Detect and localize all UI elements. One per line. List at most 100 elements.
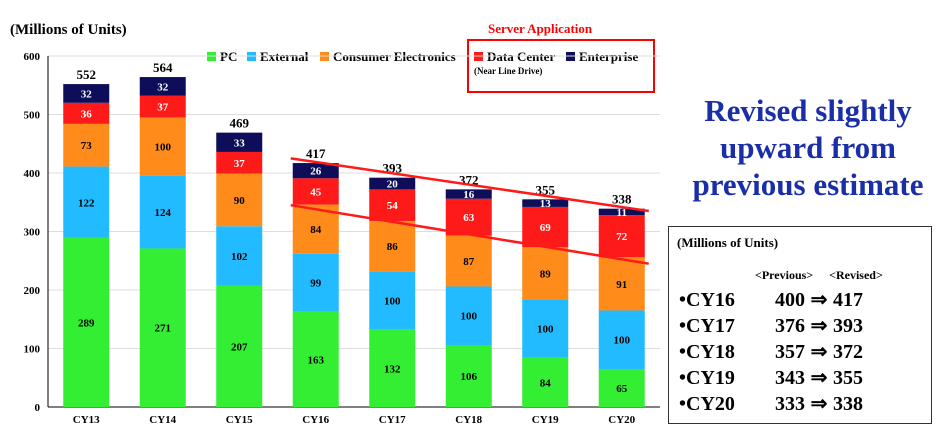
data-label: 26 xyxy=(310,166,322,178)
estimate-row-cy20: •CY20 333 ⇒ 338 xyxy=(679,391,863,416)
estimate-year: •CY17 xyxy=(679,315,735,337)
server-application-title: Server Application xyxy=(488,21,593,36)
bar-segment xyxy=(292,178,339,205)
bar-segment xyxy=(216,151,263,174)
data-label: 11 xyxy=(617,207,627,219)
x-tick-label: CY18 xyxy=(455,414,482,426)
trend-line xyxy=(290,203,649,265)
estimates-header: <Previous> <Revised> xyxy=(755,268,883,283)
data-label: 90 xyxy=(234,195,246,207)
data-label: 69 xyxy=(540,222,552,234)
bar-segment xyxy=(598,368,645,407)
bar-segment xyxy=(139,95,186,118)
data-labels: 289 122 73 36 32 552 271 124 100 37 32 564 207 102 90 3… xyxy=(77,60,633,395)
y-tick-label: 200 xyxy=(24,285,41,297)
bar-segment xyxy=(216,132,263,152)
x-tick-label: CY14 xyxy=(149,414,176,426)
estimate-year: •CY19 xyxy=(679,367,735,389)
x-tick-label: CY20 xyxy=(608,414,635,426)
bar-segment xyxy=(522,357,569,407)
data-label: 122 xyxy=(78,197,95,209)
estimate-revised: 355 xyxy=(833,367,863,389)
data-label: 102 xyxy=(231,251,248,263)
data-label: 32 xyxy=(157,81,169,93)
bar-segment xyxy=(63,166,110,238)
bar-segment xyxy=(522,206,569,248)
revised-column-label: <Revised> xyxy=(829,268,883,282)
arrow-icon: ⇒ xyxy=(810,315,828,337)
data-label: 132 xyxy=(384,363,401,375)
arrow-icon: ⇒ xyxy=(810,341,828,363)
data-label: 32 xyxy=(81,88,93,100)
bar-segment xyxy=(522,199,569,207)
y-tick-label: 100 xyxy=(24,344,41,356)
data-label: 84 xyxy=(540,377,552,389)
data-label: 37 xyxy=(157,102,169,114)
bar-segment xyxy=(598,310,645,369)
data-label: 63 xyxy=(463,212,475,224)
estimate-revised: 338 xyxy=(833,393,863,415)
data-label: 99 xyxy=(310,278,322,290)
bar-segment xyxy=(598,215,645,258)
bar-segment xyxy=(292,311,339,407)
bar-segment xyxy=(139,175,186,249)
bar-segment xyxy=(369,189,416,221)
data-label: 54 xyxy=(387,200,399,212)
bar-segment xyxy=(63,123,110,167)
estimate-row-cy19: •CY19 343 ⇒ 355 xyxy=(679,365,863,390)
data-label: 100 xyxy=(461,311,478,323)
bar-segment xyxy=(445,198,492,236)
bar-segment xyxy=(369,220,416,272)
y-tick-label: 0 xyxy=(35,402,41,414)
bar-segment xyxy=(63,102,110,124)
bar-segment xyxy=(216,285,263,407)
total-label: 338 xyxy=(612,192,632,207)
bar-segment xyxy=(292,253,339,312)
estimates-box: (Millions of Units) <Previous> <Revised>… xyxy=(668,226,932,424)
data-label: 20 xyxy=(387,179,399,191)
estimate-year: •CY18 xyxy=(679,341,735,363)
data-label: 86 xyxy=(387,241,399,253)
data-label: 16 xyxy=(463,189,475,201)
total-label: 469 xyxy=(230,116,250,131)
bar-segment xyxy=(292,163,339,179)
data-label: 289 xyxy=(78,317,95,329)
headline-line-2: upward from xyxy=(720,130,896,165)
x-tick-label: CY19 xyxy=(532,414,559,426)
bar-segment xyxy=(445,344,492,407)
data-label: 207 xyxy=(231,341,248,353)
bar-segment xyxy=(139,248,186,407)
trend-line xyxy=(290,157,649,213)
legend-note-near-line-drive: (Near Line Drive) xyxy=(474,66,542,76)
headline-line-3: previous estimate xyxy=(692,167,924,202)
estimate-revised: 393 xyxy=(833,315,863,337)
bar-segment xyxy=(63,237,110,407)
arrow-icon: ⇒ xyxy=(810,289,828,311)
bar-segment xyxy=(63,84,110,103)
estimate-previous: 400 xyxy=(775,289,805,311)
x-axis-labels: CY13 CY14 CY15 CY16 CY17 CY18 CY19 CY20 xyxy=(73,414,636,426)
server-application-box xyxy=(467,39,655,93)
stacked-bar-chart: (Millions of Units) Server Application P… xyxy=(10,21,660,426)
data-label: 100 xyxy=(384,296,401,308)
bar-segment xyxy=(369,271,416,330)
previous-column-label: <Previous> xyxy=(755,268,814,282)
total-label: 417 xyxy=(306,146,326,161)
bar-segment xyxy=(522,247,569,300)
arrow-icon: ⇒ xyxy=(810,393,828,415)
bar-segment xyxy=(445,189,492,199)
estimate-revised: 372 xyxy=(833,341,863,363)
bar-segment xyxy=(216,173,263,227)
total-label: 355 xyxy=(536,182,556,197)
arrow-icon: ⇒ xyxy=(810,367,828,389)
total-label: 564 xyxy=(153,60,173,75)
bar-segment xyxy=(139,77,186,96)
estimate-row-cy18: •CY18 357 ⇒ 372 xyxy=(679,339,863,364)
data-label: 33 xyxy=(234,137,246,149)
bar-segment xyxy=(598,257,645,311)
data-label: 100 xyxy=(614,335,631,347)
estimate-row-cy16: •CY16 400 ⇒ 417 xyxy=(679,287,863,312)
estimate-previous: 333 xyxy=(775,393,805,415)
data-label: 72 xyxy=(616,231,628,243)
data-label: 106 xyxy=(461,371,478,383)
